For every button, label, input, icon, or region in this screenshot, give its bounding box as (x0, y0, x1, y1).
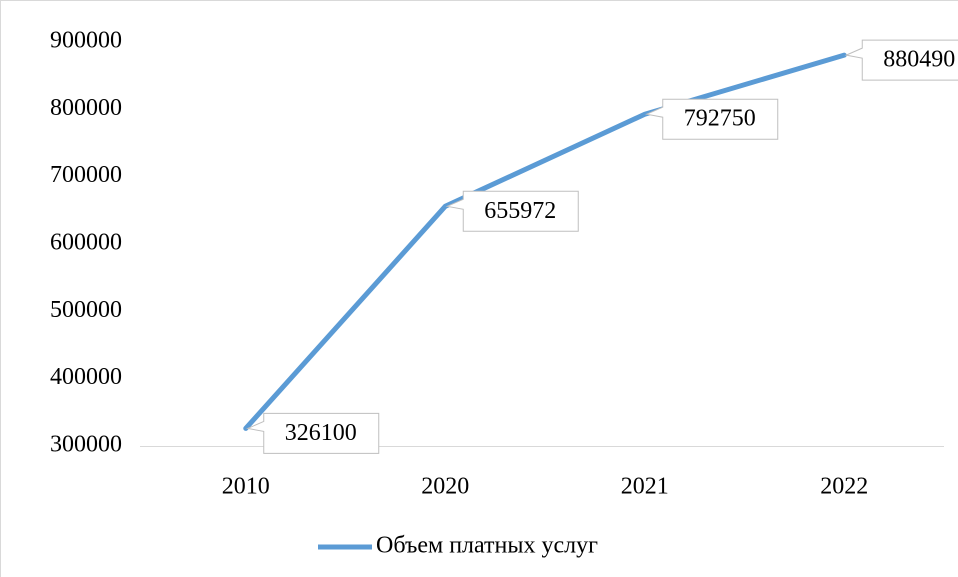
data-label: 880490 (883, 47, 955, 73)
y-tick-label: 700000 (50, 162, 122, 188)
series-line (243, 52, 847, 431)
x-tick-label: 2022 (820, 474, 868, 500)
y-tick-label: 500000 (50, 297, 122, 323)
data-label-box (844, 39, 958, 81)
data-label: 655972 (484, 198, 556, 224)
y-tick-label: 800000 (50, 95, 122, 121)
data-label-box (445, 190, 579, 232)
data-label-box (645, 98, 779, 140)
data-label: 326100 (285, 420, 357, 446)
x-tick-label: 2021 (621, 474, 669, 500)
x-tick-label: 2010 (222, 474, 270, 500)
data-label-box (246, 412, 380, 454)
y-tick-label: 600000 (50, 230, 122, 256)
y-tick-label: 400000 (50, 364, 122, 390)
y-tick-label: 300000 (50, 432, 122, 458)
x-tick-label: 2020 (421, 474, 469, 500)
y-tick-label: 900000 (50, 28, 122, 54)
data-label: 792750 (684, 106, 756, 132)
legend-label: Объем платных услуг (376, 533, 598, 559)
